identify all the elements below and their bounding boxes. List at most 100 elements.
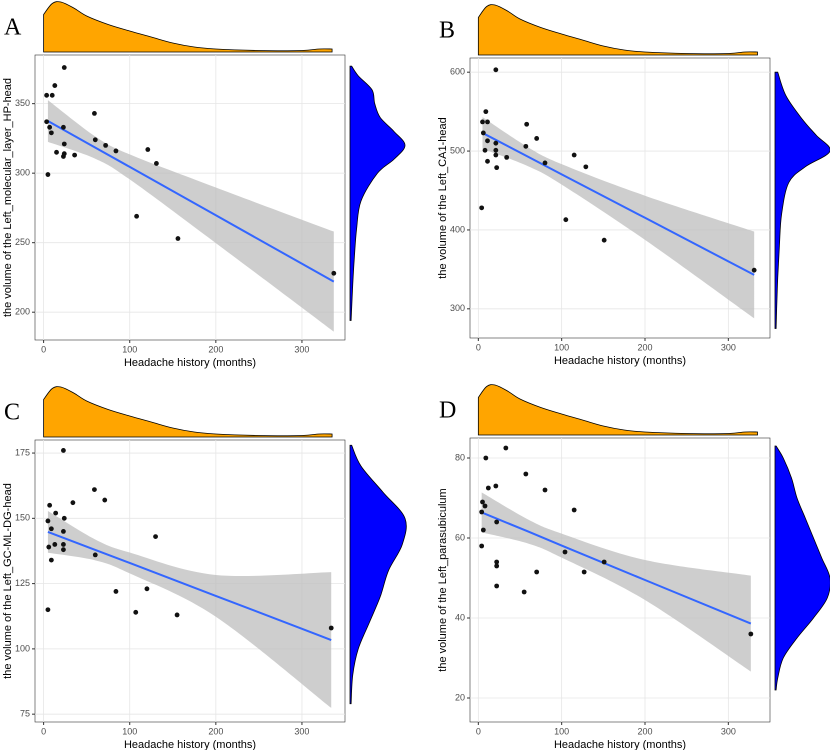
y-density — [774, 71, 830, 329]
y-tick-label: 20 — [455, 692, 465, 702]
x-density — [477, 384, 758, 436]
point — [61, 65, 67, 70]
point — [52, 83, 58, 88]
point — [47, 502, 53, 508]
y-density — [349, 444, 407, 705]
point — [581, 569, 587, 575]
point — [72, 152, 78, 158]
y-tick-label: 100 — [15, 643, 30, 653]
fit-line — [482, 132, 755, 276]
y-tick-label: 60 — [455, 532, 465, 542]
point — [144, 586, 150, 592]
point — [485, 485, 491, 491]
point — [61, 547, 66, 553]
fit-line — [47, 120, 335, 283]
point — [52, 542, 58, 547]
point — [485, 158, 490, 164]
panel-label: D — [439, 398, 456, 424]
y-tick-label: 75 — [20, 709, 30, 719]
y-tick-label: 40 — [455, 612, 465, 622]
confidence-band — [481, 492, 751, 672]
y-tick-label: 125 — [15, 578, 30, 588]
point — [483, 109, 489, 115]
x-tick-label: 300 — [721, 726, 736, 736]
point — [479, 509, 485, 515]
y-density — [774, 445, 830, 691]
y-tick-label: 300 — [450, 303, 465, 313]
point — [480, 499, 485, 505]
x-tick-label: 200 — [637, 726, 652, 736]
point — [504, 154, 510, 160]
point — [534, 569, 540, 575]
y-axis-label: the volume of the Left_CA1-head — [437, 117, 449, 278]
x-axis-label: Headache history (months) — [554, 739, 686, 750]
point — [48, 557, 54, 563]
point — [48, 526, 54, 532]
point — [47, 124, 53, 130]
point — [45, 518, 51, 524]
point — [482, 503, 488, 509]
point — [571, 152, 577, 158]
x-axis-label: Headache history (months) — [554, 355, 686, 367]
point — [493, 483, 499, 489]
point — [494, 559, 500, 565]
panel: 0 100 200 300 300 400 500 600 Headache history (… — [437, 4, 830, 367]
point — [493, 140, 499, 146]
y-tick-label: 300 — [15, 168, 30, 178]
point — [480, 130, 486, 136]
point — [102, 497, 108, 503]
x-tick-label: 200 — [208, 726, 223, 736]
point — [524, 121, 530, 127]
point — [601, 237, 607, 243]
point — [479, 543, 485, 549]
point — [153, 534, 158, 540]
point — [542, 160, 548, 166]
point — [61, 542, 66, 547]
x-tick-label: 100 — [122, 726, 137, 736]
point — [562, 549, 568, 555]
point — [571, 507, 577, 513]
point — [45, 607, 51, 613]
point — [494, 165, 500, 171]
point — [563, 217, 569, 223]
point — [493, 67, 499, 73]
x-axis-label: Headache history (months) — [124, 739, 256, 750]
x-axis-label: Headache history (months) — [124, 357, 256, 369]
y-tick-label: 250 — [15, 237, 30, 247]
point — [103, 142, 109, 148]
point — [133, 609, 139, 615]
y-tick-label: 350 — [15, 98, 30, 108]
point — [54, 149, 59, 155]
point — [174, 612, 180, 618]
point — [479, 205, 485, 211]
panel: 0 100 200 300 20 40 60 80 Headache history (mont… — [437, 384, 830, 750]
x-density — [43, 386, 333, 438]
point — [751, 267, 757, 273]
x-tick-label: 0 — [476, 342, 481, 352]
point — [92, 552, 98, 558]
y-tick-label: 400 — [450, 224, 465, 234]
point — [45, 172, 51, 177]
point — [583, 164, 589, 170]
x-tick-label: 0 — [41, 726, 46, 736]
point — [92, 137, 98, 143]
point — [113, 148, 119, 154]
point — [503, 445, 509, 451]
y-density — [349, 65, 406, 321]
point — [482, 147, 488, 153]
x-tick-label: 200 — [208, 344, 223, 354]
point — [331, 270, 337, 276]
point — [92, 110, 97, 116]
point — [485, 138, 490, 144]
point — [523, 143, 529, 149]
point — [44, 92, 50, 98]
point — [61, 151, 67, 157]
point — [601, 559, 607, 565]
point — [542, 487, 548, 493]
point — [46, 544, 52, 550]
point — [493, 152, 499, 158]
fit-line — [47, 530, 332, 641]
y-tick-label: 600 — [450, 67, 465, 77]
y-tick-label: 500 — [450, 145, 465, 155]
